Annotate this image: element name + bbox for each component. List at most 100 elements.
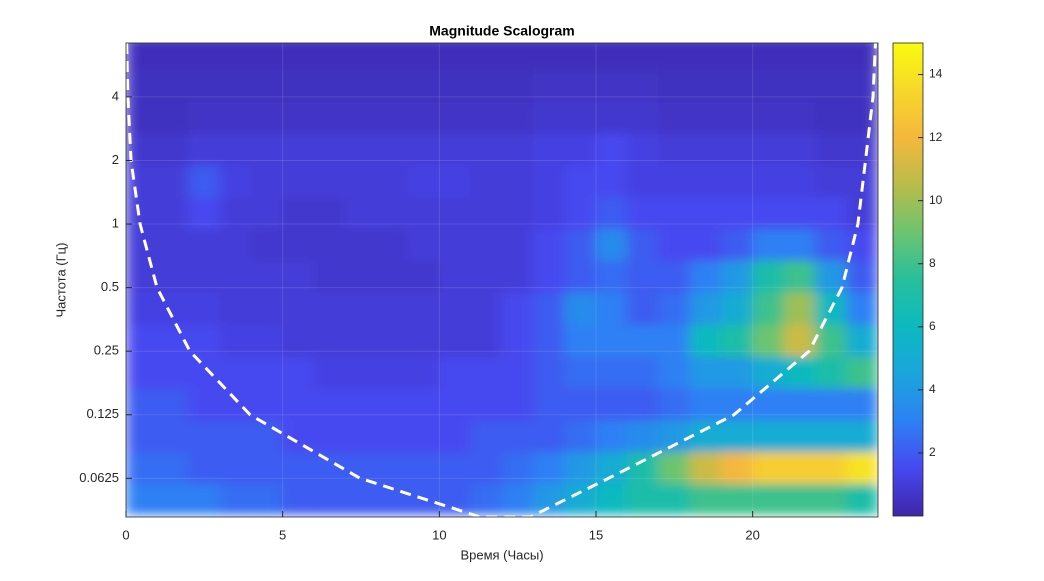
heat-cell [752,482,785,515]
heat-cell [783,101,816,134]
heat-cell [407,164,440,198]
heat-cell [126,164,158,198]
heat-cell [219,164,252,198]
heat-cell [470,196,503,230]
heat-cell [783,132,816,166]
heat-cell [470,164,503,198]
heat-cell [438,323,472,357]
heat-cell [376,419,409,453]
heat-cell [564,291,597,325]
heat-cell [846,419,878,453]
heat-cell [438,43,472,71]
heat-cell [188,323,221,357]
cone-of-influence [126,43,877,517]
x-tick-label: 5 [279,527,286,542]
heat-cell [783,196,816,230]
heat-cell [689,355,722,389]
heat-cell [407,101,440,134]
heat-cell [752,43,785,71]
heat-cell [313,291,346,325]
heat-cell [846,196,878,230]
heat-cell [156,419,190,453]
heat-cell [344,291,378,325]
y-tick-label: 1 [112,215,119,230]
heat-cell [532,164,566,198]
heat-cell [282,196,315,230]
heat-cell [595,419,628,453]
heat-cell [344,43,378,71]
heat-cell [219,419,252,453]
heat-cell [376,323,409,357]
heat-cell [532,419,566,453]
heat-cell [720,451,754,484]
heat-cell [376,132,409,166]
heat-cell [626,419,660,453]
heat-cell [470,451,503,484]
heat-cell [658,164,691,198]
heat-cell [720,101,754,134]
heat-cell [313,132,346,166]
heat-cell [407,387,440,421]
heat-cell [156,101,190,134]
heat-cell [219,387,252,421]
heat-cell [814,387,848,421]
heat-cell [564,259,597,293]
heat-cell [689,291,722,325]
heat-cell [752,228,785,261]
heat-cell [376,101,409,134]
heat-cell [689,101,722,134]
heat-cell [156,482,190,515]
heat-cell [595,164,628,198]
heat-cell [783,291,816,325]
heat-cell [658,69,691,103]
colorbar [892,42,924,517]
heat-cell [814,101,848,134]
heat-cell [626,101,660,134]
heat-cell [250,419,284,453]
heat-cell [846,43,878,71]
heat-cell [783,482,816,515]
heat-cell [501,228,534,261]
heat-cell [126,101,158,134]
heat-cell [501,323,534,357]
heat-cell [376,355,409,389]
heat-cell [313,228,346,261]
heat-cell [156,387,190,421]
heat-cell [344,132,378,166]
heat-cell [407,228,440,261]
heat-cell [783,228,816,261]
heat-cell [188,228,221,261]
heat-cell [783,387,816,421]
heat-cell [689,228,722,261]
heat-cell [156,164,190,198]
heat-cell [689,164,722,198]
x-tick-label: 20 [745,527,759,542]
heat-cell [250,291,284,325]
heat-cell [188,43,221,71]
heat-cell [313,419,346,453]
heat-cell [564,43,597,71]
heat-cell [282,228,315,261]
heat-cell [626,291,660,325]
heat-cell [752,196,785,230]
heat-cell [501,419,534,453]
heat-cell [344,419,378,453]
colorbar-tick-label: 14 [929,67,943,81]
colorbar-tick-label: 8 [929,256,936,270]
x-tick-label: 10 [432,527,446,542]
heat-cell [595,451,628,484]
heat-cell [282,419,315,453]
heat-cell [783,259,816,293]
heat-cell [250,132,284,166]
x-tick-label: 0 [122,527,129,542]
heat-cell [219,196,252,230]
heat-cell [564,69,597,103]
heat-cell [532,69,566,103]
heat-cell [532,259,566,293]
heat-cell [658,419,691,453]
heat-cell [564,228,597,261]
heat-cell [219,228,252,261]
heat-cell [658,291,691,325]
heat-cell [720,355,754,389]
heat-cell [282,101,315,134]
